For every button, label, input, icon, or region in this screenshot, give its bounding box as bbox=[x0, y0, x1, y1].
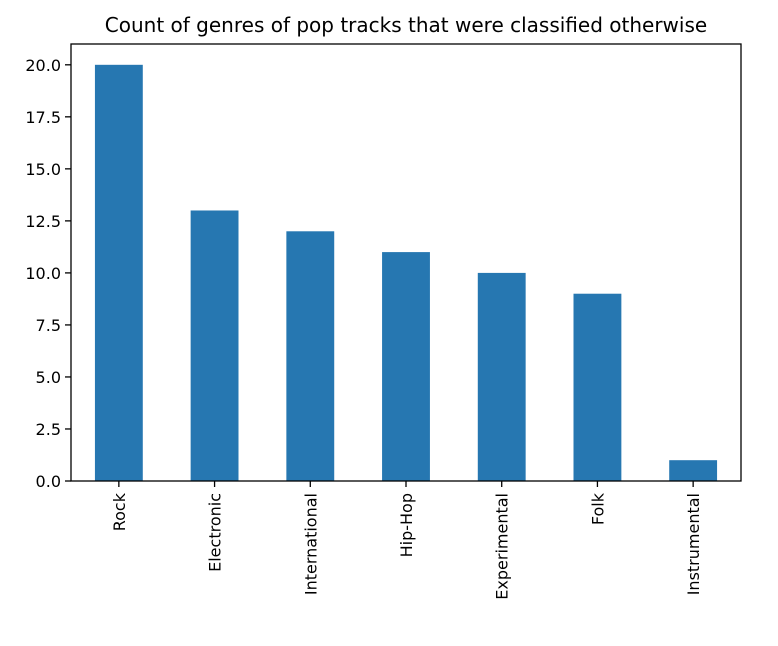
y-tick-label: 20.0 bbox=[25, 56, 61, 75]
bar-hip-hop bbox=[382, 252, 430, 481]
y-tick-label: 17.5 bbox=[25, 108, 61, 127]
y-tick-label: 2.5 bbox=[36, 420, 61, 439]
bar-international bbox=[286, 231, 335, 481]
x-tick-label: Electronic bbox=[206, 493, 225, 572]
x-tick-label: International bbox=[301, 493, 320, 595]
plot-frame bbox=[70, 43, 742, 482]
bar-instrumental bbox=[669, 460, 718, 481]
x-tick-label: Rock bbox=[110, 492, 129, 531]
x-tick-label: Folk bbox=[588, 492, 607, 525]
x-tick-label: Instrumental bbox=[684, 493, 703, 595]
bar-electronic bbox=[190, 210, 239, 482]
y-tick-label: 15.0 bbox=[25, 160, 61, 179]
y-tick-label: 12.5 bbox=[25, 212, 61, 231]
y-tick-label: 10.0 bbox=[25, 264, 61, 283]
bar-experimental bbox=[477, 272, 526, 481]
bars-group bbox=[94, 64, 718, 482]
y-tick-label: 5.0 bbox=[36, 368, 61, 387]
bar-folk bbox=[573, 293, 622, 481]
chart-title: Count of genres of pop tracks that were … bbox=[105, 13, 707, 37]
y-axis: 0.0 2.5 5.0 7.5 10.0 12.5 15.0 17.5 20.0 bbox=[25, 56, 71, 491]
x-axis: Rock Electronic International Hip-Hop Experi… bbox=[110, 481, 703, 600]
y-tick-label: 7.5 bbox=[36, 316, 61, 335]
x-tick-label: Experimental bbox=[493, 493, 512, 600]
x-tick-label: Hip-Hop bbox=[397, 493, 416, 557]
y-tick-label: 0.0 bbox=[36, 472, 61, 491]
bar-rock bbox=[94, 64, 143, 481]
